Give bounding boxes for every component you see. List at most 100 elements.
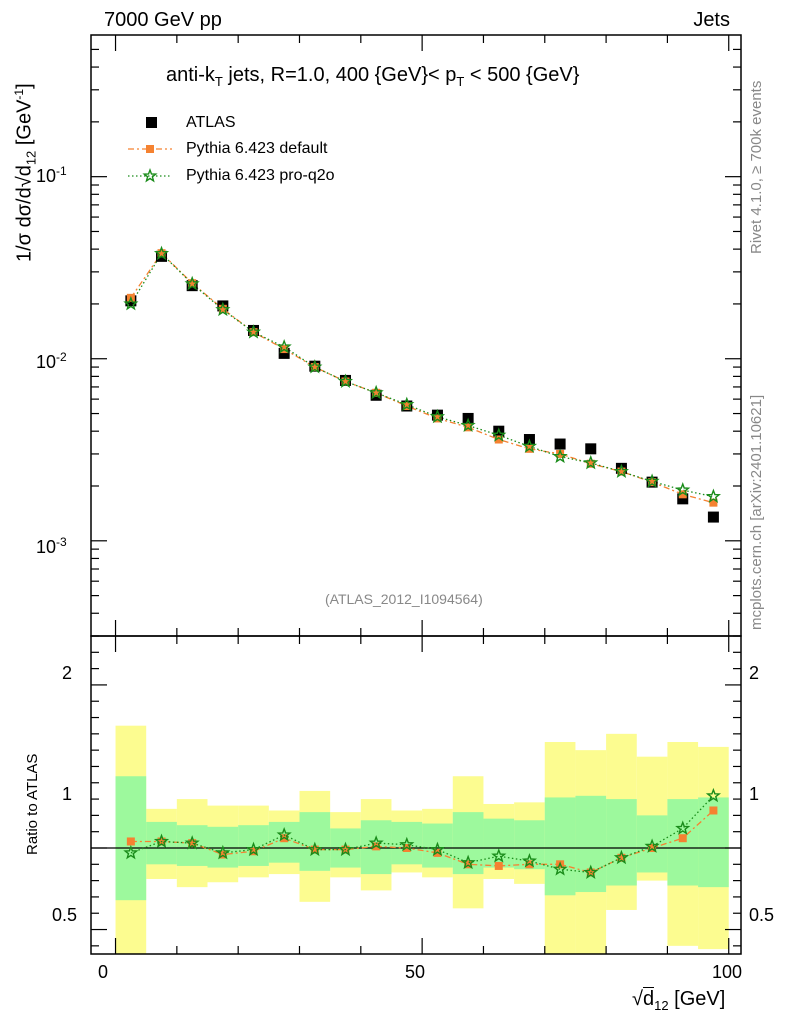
rivet-label: Rivet 4.1.0, ≥ 700k events bbox=[748, 80, 765, 254]
main-point-default-6 bbox=[310, 363, 319, 372]
ratio-band-inner-bin-17 bbox=[636, 815, 668, 873]
main-point-default-4 bbox=[249, 328, 258, 337]
ratio-point-proq2o-2 bbox=[184, 835, 200, 850]
main-point-proq2o-9 bbox=[399, 396, 415, 412]
main-point-default-16 bbox=[617, 467, 626, 476]
legend-marker-proq2o bbox=[142, 168, 158, 183]
ratio-point-default-6 bbox=[310, 845, 319, 854]
ratio-point-proq2o-11 bbox=[460, 854, 476, 870]
main-point-default-1 bbox=[157, 249, 166, 258]
ratio-point-proq2o-12 bbox=[491, 848, 507, 863]
main-point-proq2o-0 bbox=[123, 295, 139, 311]
main-point-atlas-18 bbox=[677, 493, 689, 505]
ratio-point-proq2o-19 bbox=[705, 787, 722, 803]
ratio-point-proq2o-1 bbox=[153, 833, 170, 848]
ytick-base: 10 bbox=[36, 352, 57, 372]
ratio-point-default-11 bbox=[464, 860, 473, 869]
legend-label-atlas: ATLAS bbox=[186, 114, 236, 131]
xtick-50: 50 bbox=[405, 962, 426, 982]
main-point-default-8 bbox=[372, 388, 381, 397]
main-point-default-19 bbox=[709, 498, 718, 507]
ratio-point-proq2o-15 bbox=[583, 864, 599, 879]
ratio-point-proq2o-5 bbox=[276, 826, 292, 842]
xtick-100: 100 bbox=[712, 962, 743, 982]
ytick-base: 10 bbox=[36, 537, 57, 557]
main-point-default-14 bbox=[556, 449, 565, 458]
analysis-annotation: (ATLAS_2012_I1094564) bbox=[325, 591, 483, 607]
ylabel-unit: [GeV bbox=[13, 99, 36, 151]
main-point-default-18 bbox=[678, 490, 687, 499]
ytick-exp: -2 bbox=[56, 350, 67, 364]
main-point-default-10 bbox=[433, 414, 442, 423]
ratio-ytick-2-left: 2 bbox=[62, 663, 73, 683]
main-point-proq2o-5 bbox=[276, 339, 292, 354]
ratio-point-default-16 bbox=[617, 853, 626, 862]
main-point-proq2o-4 bbox=[245, 324, 262, 339]
main-point-default-15 bbox=[586, 459, 595, 468]
mcplots-label: mcplots.cern.ch [arXiv:2401.10621] bbox=[748, 394, 765, 630]
main-point-atlas-15 bbox=[585, 443, 597, 455]
xlabel-root: d bbox=[642, 987, 655, 1010]
title-part-e: < 500 {GeV} bbox=[464, 64, 580, 86]
main-point-default-3 bbox=[218, 304, 227, 313]
title-sub-kt: T bbox=[214, 74, 223, 89]
ratio-band-inner-bin-15 bbox=[575, 795, 607, 893]
ratio-point-default-19 bbox=[709, 806, 718, 815]
ratio-ytick-05-left: 0.5 bbox=[52, 905, 78, 925]
ratio-series-line-0 bbox=[130, 810, 714, 874]
main-point-default-7 bbox=[341, 377, 350, 386]
ytick-exp: -3 bbox=[56, 535, 67, 549]
main-point-proq2o-15 bbox=[583, 454, 599, 470]
ylabel-sup: -1 bbox=[12, 88, 26, 100]
main-point-proq2o-12 bbox=[491, 427, 507, 442]
main-point-proq2o-17 bbox=[644, 473, 660, 488]
ratio-band-inner-bin-16 bbox=[606, 799, 637, 886]
ylabel-main: 1/σ dσ/d√d bbox=[13, 165, 36, 262]
main-point-proq2o-14 bbox=[552, 448, 568, 464]
ratio-point-proq2o-16 bbox=[613, 849, 630, 865]
ratio-point-proq2o-9 bbox=[399, 836, 415, 852]
ratio-point-default-12 bbox=[494, 861, 503, 870]
main-point-default-17 bbox=[648, 478, 657, 487]
main-point-proq2o-11 bbox=[460, 417, 476, 432]
sqrt-sign: √ bbox=[632, 988, 643, 1010]
ratio-point-default-2 bbox=[188, 839, 197, 848]
main-ytick-1e-3: 10-3 bbox=[36, 535, 67, 558]
main-point-default-12 bbox=[494, 435, 503, 444]
energy-label: 7000 GeV pp bbox=[104, 9, 222, 31]
main-point-proq2o-16 bbox=[613, 463, 630, 479]
ratio-point-default-3 bbox=[218, 850, 227, 859]
xlabel-sub: 12 bbox=[654, 998, 669, 1013]
legend-marker-atlas bbox=[146, 117, 157, 128]
ratio-point-proq2o-3 bbox=[215, 844, 231, 860]
ratio-point-default-4 bbox=[249, 847, 258, 856]
title-part-a: anti-k bbox=[166, 64, 215, 86]
main-point-atlas-14 bbox=[554, 438, 566, 450]
main-point-atlas-5 bbox=[278, 347, 290, 359]
ytick-base: 10 bbox=[36, 166, 57, 186]
ratio-band-inner-bin-12 bbox=[483, 818, 515, 868]
ratio-point-proq2o-8 bbox=[368, 835, 384, 850]
title-part-c: jets, R=1.0, 400 {GeV}< p bbox=[222, 64, 457, 86]
ratio-band-inner-bin-18 bbox=[667, 799, 699, 886]
ratio-point-default-18 bbox=[678, 834, 687, 843]
main-point-proq2o-19 bbox=[705, 488, 722, 504]
main-point-atlas-19 bbox=[707, 511, 719, 523]
ratio-y-axis-label: Ratio to ATLAS bbox=[24, 753, 41, 855]
ratio-point-default-0 bbox=[126, 837, 135, 846]
x-axis-label: √d12 [GeV] bbox=[632, 987, 726, 1013]
ratio-ytick-1-left: 1 bbox=[62, 784, 73, 804]
ratio-ytick-1-right: 1 bbox=[749, 784, 760, 804]
main-point-proq2o-8 bbox=[368, 384, 384, 400]
jets-label: Jets bbox=[693, 9, 730, 31]
main-series-line-2 bbox=[130, 252, 714, 498]
ytick-exp: -1 bbox=[56, 164, 67, 178]
legend-marker-default bbox=[146, 145, 154, 153]
ratio-point-proq2o-17 bbox=[644, 838, 660, 853]
ratio-point-proq2o-18 bbox=[675, 820, 691, 835]
main-ytick-1e-1: 10-1 bbox=[36, 164, 67, 187]
xlabel-unit: [GeV] bbox=[668, 988, 726, 1010]
main-point-proq2o-18 bbox=[675, 482, 691, 497]
ratio-point-proq2o-4 bbox=[245, 841, 262, 857]
